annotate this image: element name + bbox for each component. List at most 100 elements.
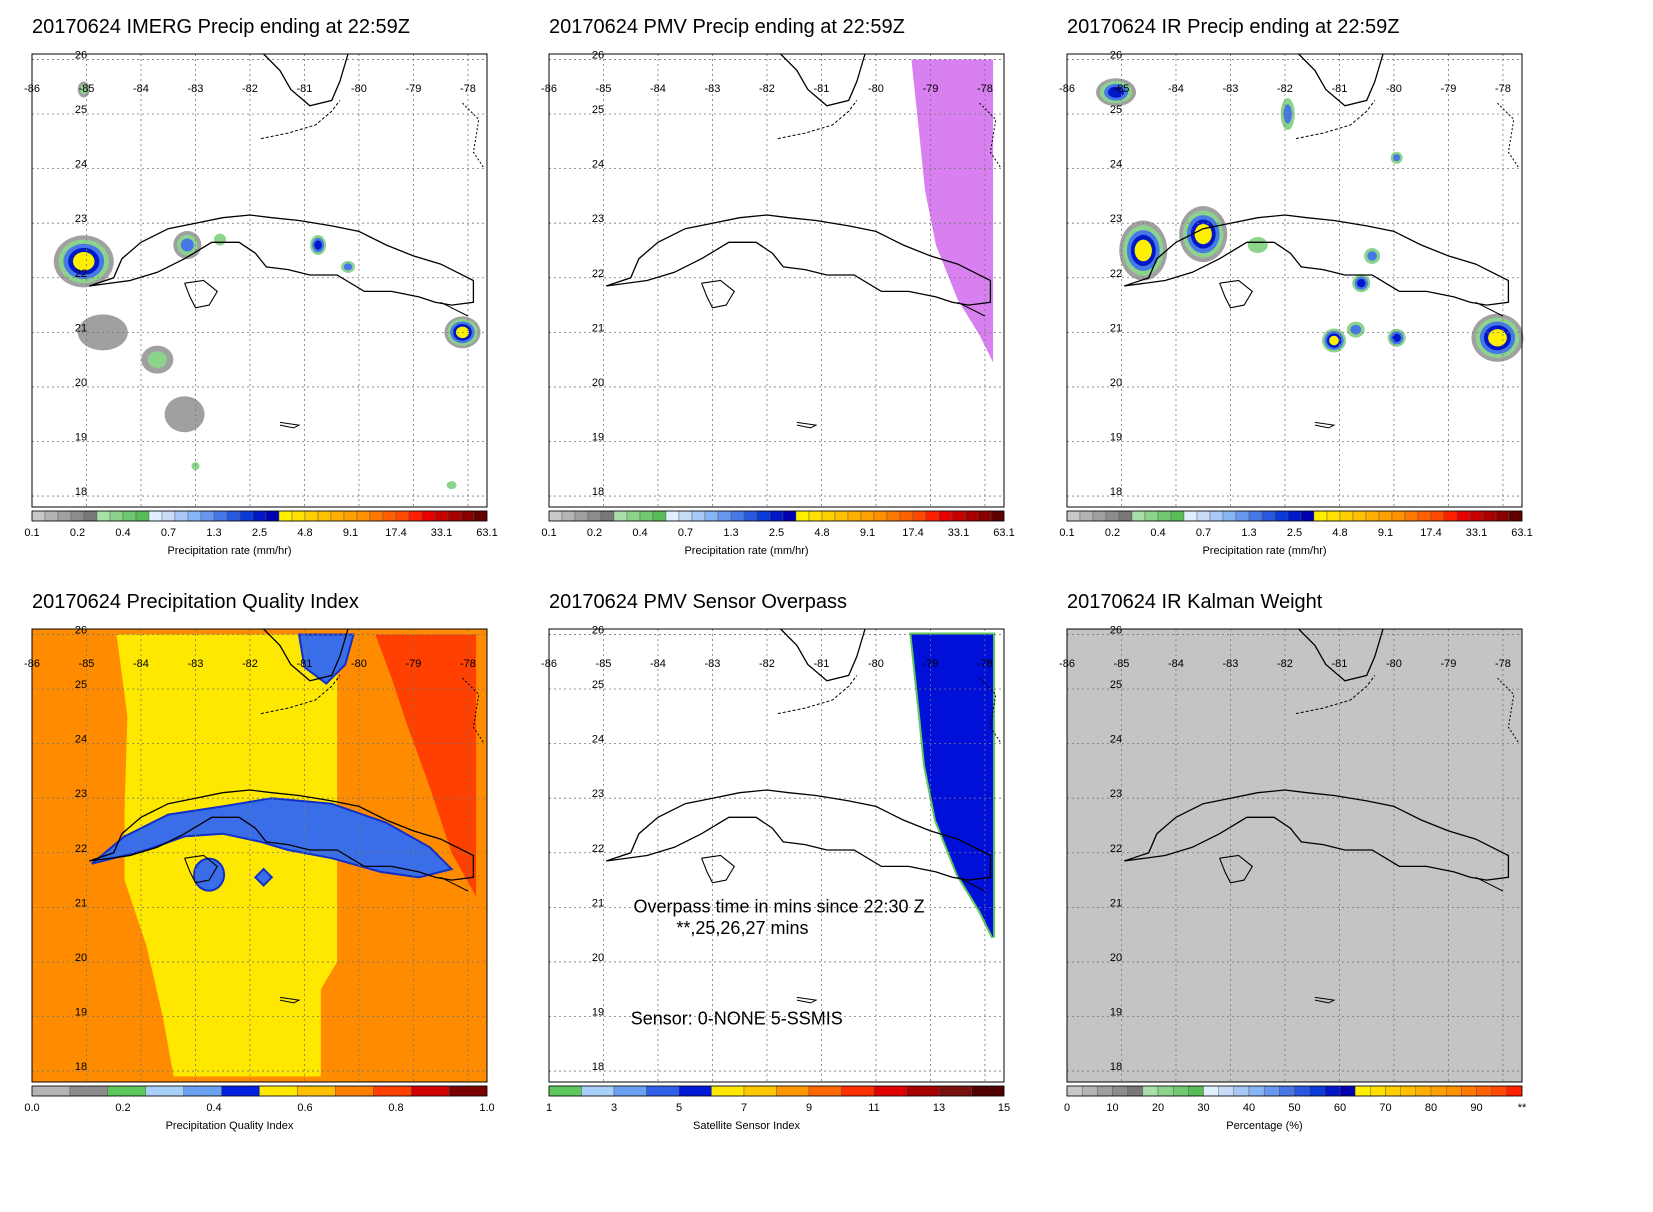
colorbar-swatch [460, 510, 475, 522]
panel-ir: 20170624 IR Precip ending at 22:59Z -86-… [1059, 16, 1587, 606]
cayman-islands [796, 421, 818, 429]
colorbar-tick-label: 1.0 [479, 1102, 494, 1114]
colorbar-swatch [756, 510, 771, 522]
colorbar-swatch [1456, 510, 1471, 522]
colorbar-tick-label: 2.5 [1287, 527, 1302, 539]
plot-area [909, 632, 996, 939]
colorbar-tick-label: 0.4 [115, 527, 130, 539]
lon-tick-label: -79 [405, 658, 421, 670]
colorbar-swatch [678, 1085, 712, 1097]
plot-area [32, 629, 487, 1082]
colorbar-swatch [421, 510, 436, 522]
colorbar-swatch [1491, 1085, 1508, 1097]
overpass-annotation: Overpass time in mins since 22:30 Z [633, 896, 924, 916]
plot-frame [1066, 53, 1523, 508]
lon-tick-label: -85 [79, 83, 95, 95]
lon-tick-label: -79 [922, 658, 938, 670]
colorbar-swatch [964, 510, 979, 522]
colorbar-swatch [990, 510, 1005, 522]
colorbar-swatch [1183, 510, 1198, 522]
colorbar-swatch [1417, 510, 1432, 522]
isla-juventud [1219, 279, 1254, 309]
colorbar-swatch [1170, 510, 1185, 522]
precip-cell [1247, 237, 1268, 254]
lon-tick-label: -84 [650, 83, 666, 95]
lon-tick-label: -82 [1277, 658, 1293, 670]
colorbar-swatch [938, 510, 953, 522]
lon-tick-label: -81 [297, 658, 313, 670]
colorbar-swatch [1263, 1085, 1280, 1097]
colorbar-swatch [1261, 510, 1276, 522]
colorbar-swatch [239, 510, 254, 522]
lon-tick-label: -78 [977, 658, 993, 670]
lon-tick-label: -78 [977, 83, 993, 95]
data-field [909, 632, 996, 939]
panel-title: 20170624 Precipitation Quality Index [32, 591, 359, 613]
colorbar-swatch [1469, 510, 1484, 522]
colorbar-swatch [1476, 1085, 1492, 1097]
precip-cell [72, 252, 95, 271]
colorbar-swatch [1196, 510, 1211, 522]
lon-tick-label: -84 [1168, 83, 1184, 95]
colorbar-swatch [395, 510, 410, 522]
florida-keys [777, 675, 858, 715]
plot-area [1096, 78, 1524, 362]
colorbar-tick-label: 0.8 [388, 1102, 403, 1114]
lon-tick-label: -83 [188, 658, 204, 670]
colorbar-swatch [587, 510, 602, 522]
lat-tick-label: 21 [1110, 897, 1122, 909]
precip-cell [1329, 335, 1339, 346]
panel-kalman: 20170624 IR Kalman Weight -86 -85 -84 -83 -8… [1059, 591, 1587, 1181]
colorbar-swatch [473, 510, 488, 522]
data-field [1067, 629, 1522, 1082]
colorbar-tick-label: 60 [1334, 1102, 1346, 1114]
precip-cell [1488, 329, 1507, 347]
lon-tick-label: -80 [1386, 658, 1402, 670]
colorbar-swatch [743, 1085, 777, 1097]
isla-juventud [701, 854, 736, 884]
colorbar-swatch [847, 510, 862, 522]
colorbar-tick-label: 33.1 [431, 527, 452, 539]
colorbar-tick-label: 33.1 [948, 527, 969, 539]
precip-cell [1194, 224, 1212, 245]
lat-tick-label: 26 [592, 49, 604, 61]
lat-tick-label: 25 [592, 104, 604, 116]
colorbar-label: Precipitation Quality Index [166, 1120, 294, 1132]
lon-tick-label: -83 [1223, 658, 1239, 670]
colorbar-tick-label: 63.1 [476, 527, 497, 539]
colorbar-swatch [1203, 1085, 1219, 1097]
colorbar-tick-label: 2.5 [769, 527, 784, 539]
colorbar-tick-label: 9 [806, 1102, 812, 1114]
lat-tick-label: 24 [592, 734, 604, 746]
lat-tick-label: 19 [75, 432, 87, 444]
colorbar-swatch [1324, 1085, 1341, 1097]
colorbar-swatch [665, 510, 680, 522]
lon-tick-label: -78 [1495, 658, 1511, 670]
panel-title: 20170624 IMERG Precip ending at 22:59Z [32, 16, 411, 38]
lat-tick-label: 19 [592, 1007, 604, 1019]
lat-tick-label: 26 [75, 624, 87, 636]
bahamas-coast [462, 102, 485, 169]
colorbar-frame [548, 1085, 1005, 1097]
colorbar-swatch [626, 510, 641, 522]
precip-cell [80, 84, 88, 95]
precip-cell [147, 351, 167, 369]
colorbar-swatch [1339, 510, 1354, 522]
colorbar-swatch [278, 510, 293, 522]
graticule: -86 -85 -84 -83 -82 -81 -80 -79 -782625242322212… [1059, 49, 1523, 508]
colorbar-frame [1066, 1085, 1523, 1097]
lat-tick-label: 23 [1110, 788, 1122, 800]
lat-tick-label: 18 [75, 1061, 87, 1073]
plot-area [1067, 629, 1522, 1082]
lat-tick-label: 26 [592, 624, 604, 636]
cuba-coastline [1123, 789, 1510, 881]
sensor-swath [911, 634, 994, 938]
lat-tick-label: 24 [1110, 159, 1122, 171]
lon-tick-label: -81 [297, 83, 313, 95]
colorbar-swatch [1248, 510, 1263, 522]
colorbar-swatch [83, 510, 98, 522]
colorbar-swatch [1443, 510, 1458, 522]
colorbar-swatch [886, 510, 901, 522]
panel-sensor: 20170624 PMV Sensor Overpass -86 -85 -84 -8… [541, 591, 1069, 1181]
